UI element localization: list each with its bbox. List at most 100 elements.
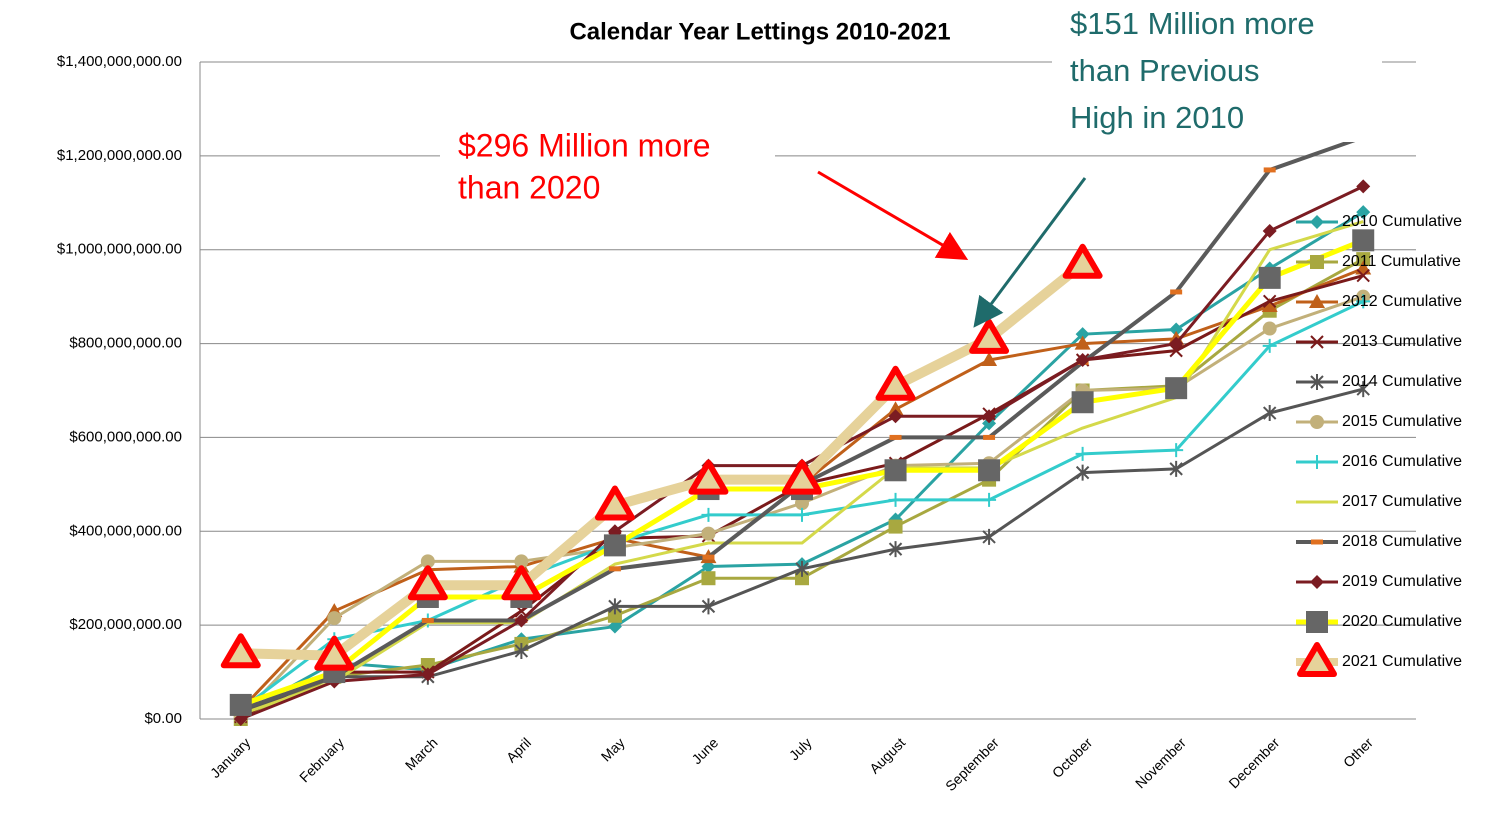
marker [594,485,635,521]
marker [1356,268,1370,283]
marker [981,351,998,366]
marker [795,560,809,577]
annotation-box [1052,0,1382,142]
x-tick-label: April [503,734,534,765]
legend-label: 2013 Cumulative [1342,333,1462,350]
legend-marker [1310,335,1324,349]
marker [1169,336,1184,351]
marker [407,565,448,601]
annotation-box [440,125,775,220]
marker [1262,294,1277,309]
marker [1075,352,1090,367]
x-tick-label: January [207,734,254,781]
marker [1262,223,1277,238]
marker [875,365,916,401]
marker [1356,294,1371,309]
legend-marker [1306,611,1328,633]
marker [607,619,622,634]
x-tick-label: November [1132,734,1189,791]
legend-label: 2011 Cumulative [1342,253,1461,270]
marker [888,541,903,558]
annotation: $151 Million more [1070,6,1315,41]
series [233,289,1371,724]
annotation: than Previous [1070,53,1260,88]
legend-marker [1310,255,1324,269]
x-tick-label: July [786,734,815,763]
marker [1075,446,1090,461]
marker [1262,338,1277,353]
marker [1071,391,1094,414]
legend-marker [1309,294,1325,308]
marker [608,598,622,615]
plot-area [220,134,1375,726]
marker [229,693,252,716]
marker [514,554,529,569]
legend-marker [1310,415,1324,429]
marker [608,566,621,572]
marker [982,492,997,507]
marker [420,554,435,569]
legend-marker [1311,539,1323,545]
legend-label: 2021 Cumulative [1342,653,1462,670]
marker [314,635,355,671]
marker [969,318,1010,354]
annotation-arrow [817,170,969,261]
x-tick-label: August [866,734,908,776]
marker [1356,381,1370,398]
legend-label: 2020 Cumulative [1342,613,1462,630]
marker [688,459,729,495]
marker [514,613,529,628]
marker [1262,321,1277,336]
series [220,243,1103,671]
x-tick-label: October [1049,734,1096,781]
annotation-arrow [973,177,1087,328]
series-line [240,259,1086,661]
marker [701,507,716,522]
legend-label: 2015 Cumulative [1342,413,1462,430]
marker [1075,464,1090,481]
marker [220,633,261,669]
legend-label: 2018 Cumulative [1342,533,1462,550]
y-tick-label: $1,200,000,000.00 [57,147,182,164]
x-tick-label: Other [1340,734,1376,770]
marker [887,401,904,416]
y-tick-label: $400,000,000.00 [69,522,182,539]
legend-marker [1310,455,1324,469]
marker [1169,443,1184,458]
marker [982,416,997,431]
marker [1170,289,1183,295]
x-tick-label: February [296,734,347,785]
marker [889,434,902,440]
marker [701,598,716,615]
marker [978,459,1001,482]
marker [888,492,903,507]
marker [1165,377,1188,400]
marker [1356,252,1371,267]
chart-title: Calendar Year Lettings 2010-2021 [569,18,950,45]
marker [607,608,622,623]
marker [1262,405,1277,422]
legend-label: 2014 Cumulative [1342,373,1462,390]
marker [420,667,435,682]
marker [701,571,716,586]
x-tick-label: September [942,734,1002,794]
marker [1352,229,1375,252]
marker [795,571,809,586]
marker [1258,266,1281,289]
x-tick-label: June [688,734,721,767]
y-tick-label: $1,400,000,000.00 [57,53,182,70]
legend-label: 2010 Cumulative [1342,213,1462,230]
marker [501,565,542,601]
x-tick-label: March [402,734,441,773]
marker [782,459,822,495]
marker [603,534,626,557]
legend-label: 2012 Cumulative [1342,293,1462,310]
marker [795,507,809,522]
y-tick-label: $0.00 [144,710,182,727]
annotation: $296 Million more [458,127,711,163]
marker [702,554,715,560]
marker [983,434,996,440]
y-tick-label: $1,000,000,000.00 [57,241,182,258]
annotations: $296 Million more than 2020 $151 Million m… [458,6,1315,205]
